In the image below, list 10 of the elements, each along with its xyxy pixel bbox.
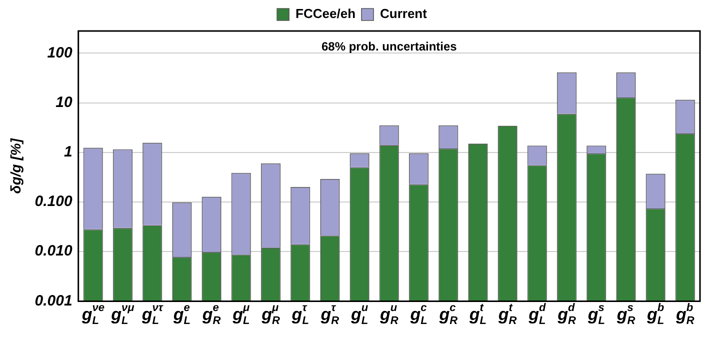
annotation: 68% prob. uncertainties	[321, 39, 458, 54]
y-tick-label: 100	[47, 44, 73, 62]
legend-label: FCCee/eh	[296, 6, 356, 22]
y-tick-label: 0.001	[34, 292, 72, 310]
legend-label: Current	[380, 6, 428, 22]
y-tick-label: 0.010	[34, 242, 73, 260]
y-tick-label: 10	[56, 94, 73, 111]
y-axis-title: δg/g [%]	[7, 137, 24, 194]
y-tick-label: 1	[64, 144, 72, 161]
y-tick-label: 0.100	[34, 193, 73, 210]
